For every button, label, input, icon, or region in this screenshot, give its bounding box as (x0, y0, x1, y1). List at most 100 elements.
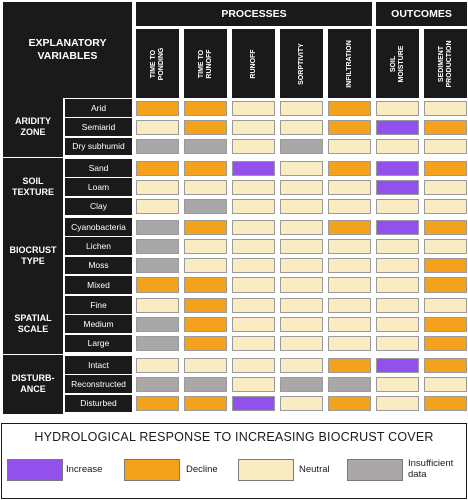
matrix-cell (136, 100, 179, 116)
matrix-cell (136, 139, 179, 155)
matrix-cell (328, 277, 371, 293)
row-label: Sand (65, 159, 132, 177)
matrix-cell (424, 160, 467, 176)
column-header-label: TIME TO RUNOFF (197, 48, 213, 79)
matrix-cell (280, 238, 323, 255)
matrix-cell (232, 100, 275, 116)
legend-label: Neutral (299, 464, 330, 475)
matrix-cell (232, 376, 275, 393)
matrix-cell (328, 258, 371, 274)
matrix-cell (424, 238, 467, 255)
matrix-cell (424, 357, 467, 373)
column-header-6: SEDIMENT PRODUCTION (424, 29, 467, 98)
matrix-cell (136, 336, 179, 352)
matrix-cell (184, 297, 227, 313)
matrix-cell (376, 316, 419, 333)
column-header-label: TIME TO PONDING (149, 47, 165, 80)
matrix-cell (280, 336, 323, 352)
matrix-cell (184, 277, 227, 293)
column-header-label: SOIL MOISTURE (389, 45, 405, 82)
matrix-cell (376, 199, 419, 215)
group-label-4: DISTURB- ANCE (3, 355, 63, 414)
matrix-cell (280, 357, 323, 373)
matrix-cell (136, 119, 179, 136)
legend-label: Increase (66, 464, 103, 475)
legend-swatch (238, 459, 294, 481)
row-label: Cyanobacteria (65, 218, 132, 236)
column-header-label: INFILTRATION (345, 39, 353, 88)
matrix-cell (424, 219, 467, 235)
matrix-cell (232, 179, 275, 196)
matrix-cell (376, 277, 419, 293)
matrix-cell (136, 316, 179, 333)
row-label: Lichen (65, 237, 132, 256)
matrix-cell (328, 297, 371, 313)
row-label: Semiarid (65, 118, 132, 137)
matrix-cell (328, 199, 371, 215)
matrix-cell (424, 100, 467, 116)
matrix-cell (376, 119, 419, 136)
column-header-5: SOIL MOISTURE (376, 29, 419, 98)
matrix-cell (232, 297, 275, 313)
matrix-cell (232, 258, 275, 274)
matrix-cell (184, 219, 227, 235)
matrix-cell (184, 160, 227, 176)
legend-swatch (124, 459, 180, 481)
row-label: Clay (65, 197, 132, 216)
row-label: Arid (65, 99, 132, 117)
matrix-cell (328, 219, 371, 235)
matrix-cell (424, 199, 467, 215)
matrix-cell (232, 199, 275, 215)
matrix-cell (328, 160, 371, 176)
matrix-cell (136, 277, 179, 293)
processes-header: PROCESSES (136, 2, 372, 26)
matrix-cell (376, 297, 419, 313)
matrix-cell (184, 316, 227, 333)
matrix-cell (328, 119, 371, 136)
row-label: Loam (65, 178, 132, 197)
matrix-cell (376, 219, 419, 235)
matrix-cell (424, 179, 467, 196)
legend-swatch (7, 459, 63, 481)
group-label-3: SPATIAL SCALE (3, 295, 63, 354)
matrix-cell (184, 336, 227, 352)
matrix-cell (424, 277, 467, 293)
matrix-cell (376, 160, 419, 176)
matrix-cell (232, 357, 275, 373)
matrix-cell (280, 297, 323, 313)
matrix-cell (328, 357, 371, 373)
column-header-0: TIME TO PONDING (136, 29, 179, 98)
matrix-cell (280, 119, 323, 136)
matrix-cell (136, 160, 179, 176)
column-header-label: RUNOFF (249, 48, 257, 79)
legend: HYDROLOGICAL RESPONSE TO INCREASING BIOC… (1, 423, 467, 499)
matrix-cell (424, 396, 467, 412)
row-label: Medium (65, 315, 132, 334)
matrix-cell (136, 357, 179, 373)
explanatory-variables-header: EXPLANATORY VARIABLES (3, 2, 132, 98)
matrix-cell (376, 179, 419, 196)
column-header-1: TIME TO RUNOFF (184, 29, 227, 98)
matrix-cell (376, 396, 419, 412)
matrix-cell (280, 160, 323, 176)
matrix-cell (424, 119, 467, 136)
matrix-cell (280, 199, 323, 215)
matrix-cell (280, 396, 323, 412)
matrix-cell (328, 179, 371, 196)
group-label-1: SOIL TEXTURE (3, 158, 63, 217)
matrix-cell (280, 179, 323, 196)
row-label: Dry subhumid (65, 137, 132, 156)
row-label: Fine (65, 296, 132, 314)
matrix-cell (184, 119, 227, 136)
matrix-cell (424, 139, 467, 155)
matrix-cell (280, 100, 323, 116)
matrix-cell (232, 336, 275, 352)
row-label: Reconstructed (65, 375, 132, 394)
matrix-cell (424, 316, 467, 333)
matrix-cell (328, 100, 371, 116)
outcomes-header: OUTCOMES (376, 2, 467, 26)
legend-swatch (347, 459, 403, 481)
legend-label: Decline (186, 464, 218, 475)
matrix-cell (376, 100, 419, 116)
matrix-cell (136, 199, 179, 215)
